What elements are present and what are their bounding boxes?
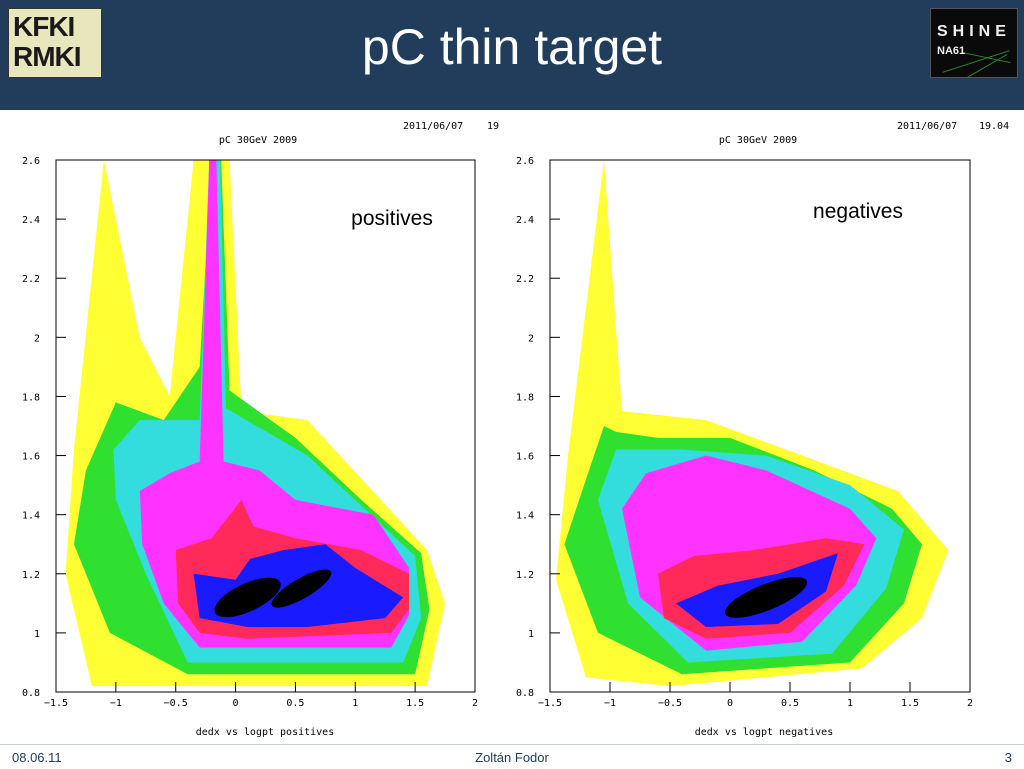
y-tick-label: 1.4	[22, 511, 40, 522]
axes	[55, 159, 476, 693]
x-tick-label: 0.5	[781, 698, 799, 709]
y-tick-label: 2.4	[516, 215, 534, 226]
chart-date: 2011/06/07	[897, 121, 957, 132]
y-tick-label: 1	[528, 629, 534, 640]
y-tick-labels: 0.8 1 1.2 1.4 1.6 1.8 2 2.2 2.4 2.6	[516, 156, 534, 699]
x-tick-label: 2	[472, 698, 478, 709]
chart-title: pC 30GeV 2009	[719, 135, 797, 146]
plot-frame	[549, 159, 971, 693]
x-tick-label: 1	[847, 698, 853, 709]
y-tick-label: 2.2	[22, 274, 40, 285]
x-tick-labels: −1.5 −1 −0.5 0 0.5 1 1.5 2	[44, 698, 478, 709]
y-tick-label: 2.6	[22, 156, 40, 167]
y-tick-label: 2.2	[516, 274, 534, 285]
y-tick-label: 2	[34, 333, 40, 344]
x-tick-label: 1.5	[901, 698, 919, 709]
chart-time: 19.04	[979, 121, 1009, 132]
y-tick-label: 1.6	[22, 452, 40, 463]
plot-frame	[55, 159, 476, 693]
y-tick-label: 0.8	[516, 688, 534, 699]
x-axis-label: dedx vs logpt positives	[196, 727, 334, 738]
x-tick-label: 0	[727, 698, 733, 709]
heatmap-area	[556, 160, 949, 687]
slide-footer: 08.06.11 Zoltán Fodor 3	[0, 744, 1024, 769]
x-tick-labels: −1.5 −1 −0.5 0 0.5 1 1.5 2	[538, 698, 973, 709]
y-tick-label: 1	[34, 629, 40, 640]
x-tick-label: 1.5	[406, 698, 424, 709]
y-tick-label: 1.2	[516, 570, 534, 581]
x-tick-label: −1	[110, 698, 122, 709]
y-tick-label: 1.8	[22, 392, 40, 403]
shine-na61-logo: SHINE NA61	[930, 8, 1018, 78]
core	[724, 577, 808, 618]
footer-page-number: 3	[1004, 750, 1012, 765]
x-tick-label: −1.5	[44, 698, 68, 709]
slide-header: KFKI RMKI pC thin target SHINE NA61	[0, 0, 1024, 110]
y-tick-label: 2.6	[516, 156, 534, 167]
x-tick-label: 0	[233, 698, 239, 709]
y-tick-label: 1.8	[516, 392, 534, 403]
y-tick-label: 2.4	[22, 215, 40, 226]
chart-title: pC 30GeV 2009	[219, 135, 297, 146]
y-tick-label: 2	[528, 333, 534, 344]
x-tick-label: 2	[967, 698, 973, 709]
chart-annotation: negatives	[813, 200, 903, 223]
chart-svg-negatives: 2011/06/07 19.04 pC 30GeV 2009 0.8 1 1.2 1.…	[516, 121, 1009, 738]
x-tick-label: −0.5	[658, 698, 682, 709]
footer-author: Zoltán Fodor	[475, 750, 549, 765]
chart-time: 19	[487, 121, 499, 132]
y-tick-label: 1.6	[516, 452, 534, 463]
y-tick-label: 1.4	[516, 511, 534, 522]
logo-right-line1: SHINE	[937, 23, 1011, 40]
kfki-rmki-logo: KFKI RMKI	[8, 8, 102, 78]
x-tick-label: −0.5	[164, 698, 188, 709]
axes	[549, 159, 971, 693]
logo-left-line1: KFKI	[13, 11, 75, 42]
x-tick-label: −1	[604, 698, 616, 709]
logo-left-line2: RMKI	[13, 41, 82, 72]
heatmap-area	[65, 160, 446, 687]
core-right	[271, 569, 332, 608]
y-tick-label: 0.8	[22, 688, 40, 699]
chart-panel-negatives: 2011/06/07 19.04 pC 30GeV 2009 0.8 1 1.2 1.…	[512, 112, 1024, 744]
chart-panel-positives: 2011/06/07 19 pC 30GeV 2009 0.8 1 1.2 1.4 1.…	[0, 112, 512, 744]
core-left	[214, 577, 281, 618]
footer-date: 08.06.11	[12, 750, 62, 765]
chart-date: 2011/06/07	[403, 121, 463, 132]
y-tick-labels: 0.8 1 1.2 1.4 1.6 1.8 2 2.2 2.4 2.6	[22, 156, 40, 699]
x-tick-label: 0.5	[286, 698, 304, 709]
logo-right-line2: NA61	[937, 45, 966, 57]
x-tick-label: 1	[352, 698, 358, 709]
slide-title: pC thin target	[361, 19, 663, 75]
x-tick-label: −1.5	[538, 698, 562, 709]
chart-annotation: positives	[351, 207, 433, 230]
band-magenta	[139, 160, 410, 648]
y-tick-label: 1.2	[22, 570, 40, 581]
x-axis-label: dedx vs logpt negatives	[695, 727, 833, 738]
chart-svg-positives: 2011/06/07 19 pC 30GeV 2009 0.8 1 1.2 1.4 1.…	[22, 121, 499, 738]
